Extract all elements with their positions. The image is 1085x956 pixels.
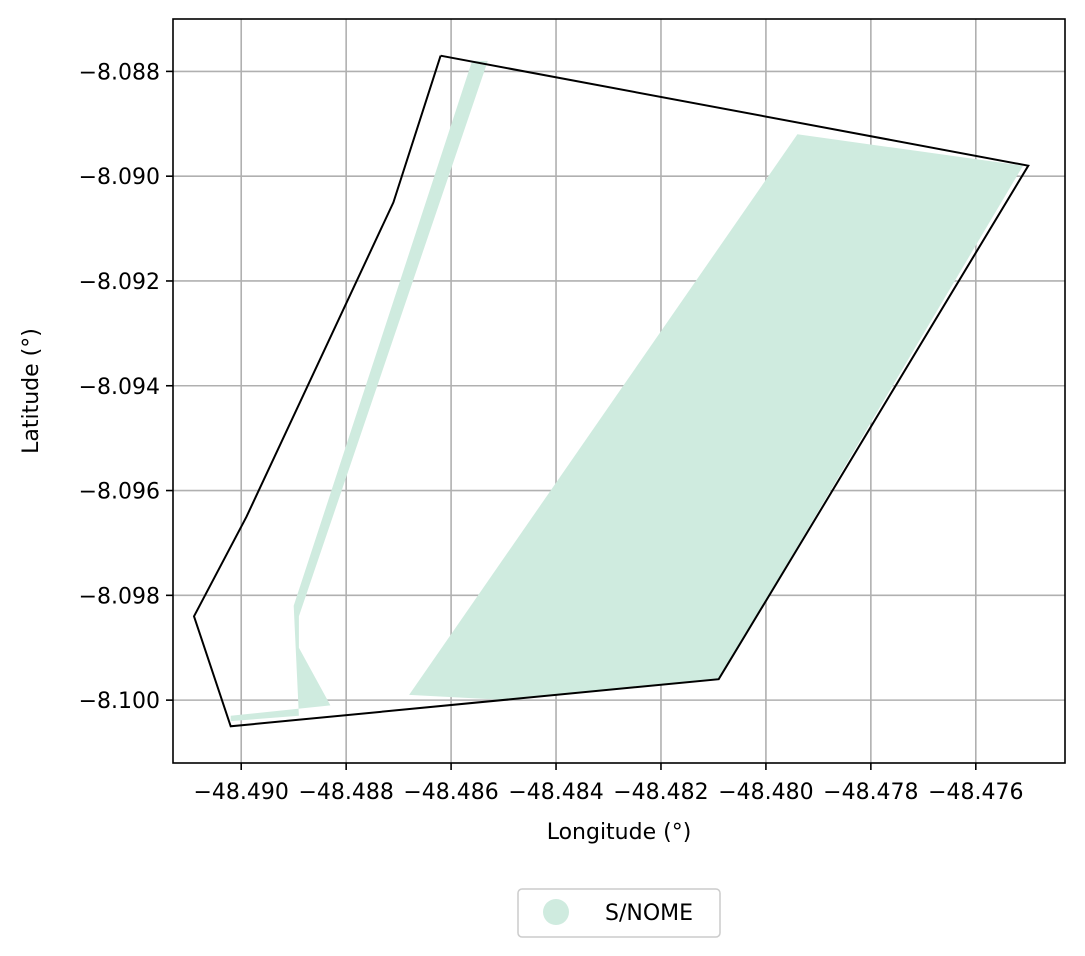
y-tick-label: −8.098 (79, 584, 160, 609)
boundary-outline (192, 54, 1030, 728)
y-tick-label: −8.096 (79, 480, 160, 505)
legend-box (517, 888, 721, 938)
axis-ticks: −48.490 −48.488 −48.486 −48.484 −48.482 −48.4… (79, 60, 1024, 805)
area-polygon-s-nome (230, 60, 488, 722)
legend: S/NOME (517, 888, 721, 938)
x-tick-label: −48.482 (613, 780, 708, 805)
x-tick-label: −48.484 (508, 780, 603, 805)
y-tick-label: −8.092 (79, 270, 160, 295)
y-tick-label: −8.090 (79, 165, 160, 190)
x-tick-label: −48.490 (194, 780, 289, 805)
plot-frame (172, 18, 1066, 764)
area-polygons (230, 60, 1024, 722)
x-tick-label: −48.488 (298, 780, 393, 805)
y-tick-label: −8.088 (79, 60, 160, 85)
x-tick-label: −48.478 (823, 780, 918, 805)
legend-marker-s-nome (543, 899, 569, 925)
legend-label-s-nome: S/NOME (605, 901, 693, 926)
x-tick-label: −48.486 (403, 780, 498, 805)
boundary-line (192, 54, 1030, 728)
area-polygon-s-nome (409, 134, 1024, 701)
y-axis-label: Latitude (°) (19, 328, 44, 454)
x-tick-label: −48.476 (928, 780, 1023, 805)
x-tick-label: −48.480 (718, 780, 813, 805)
x-axis-label: Longitude (°) (547, 820, 692, 845)
y-tick-label: −8.100 (79, 689, 160, 714)
y-tick-label: −8.094 (79, 375, 160, 400)
